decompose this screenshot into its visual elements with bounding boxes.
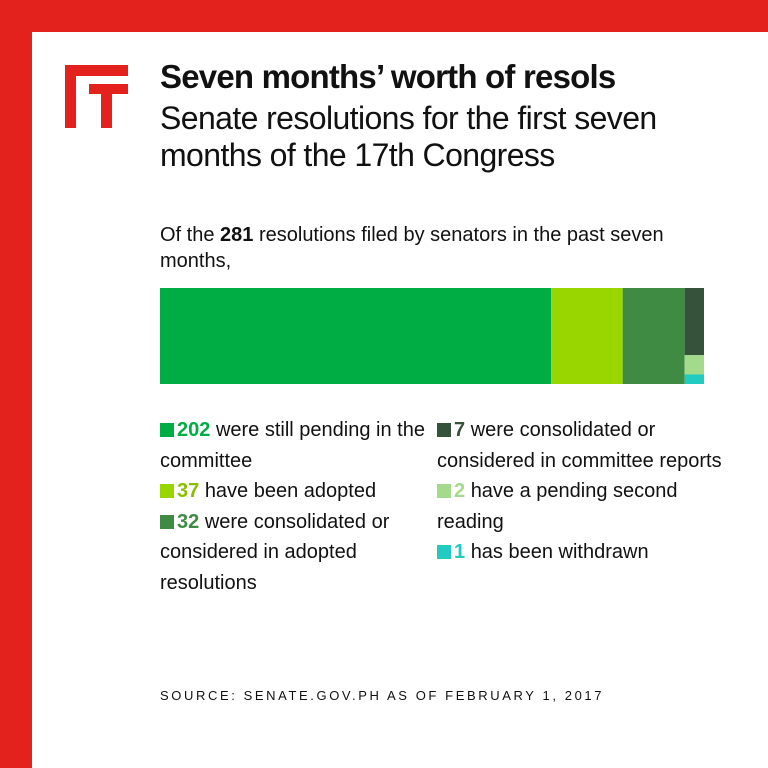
intro-before: Of the: [160, 224, 221, 246]
legend-label: were consolidated or considered in commi…: [437, 419, 722, 472]
legend-item-adopted: 37 have been adopted: [160, 476, 430, 507]
bar-segment-adopted: [551, 288, 623, 384]
legend-swatch: [160, 484, 174, 498]
legend-value: 2: [454, 480, 466, 502]
legend-label: have a pending second reading: [437, 480, 678, 533]
legend-item-pending-second-reading: 2 have a pending second reading: [437, 476, 737, 537]
legend-swatch: [437, 545, 451, 559]
legend-item-consolidated-adopted: 32 were consolidated or considered in ad…: [160, 507, 430, 599]
legend-item-withdrawn: 1 has been withdrawn: [437, 537, 737, 568]
legend-item-consolidated-committee: 7 were consolidated or considered in com…: [437, 415, 737, 476]
legend-value: 7: [454, 419, 466, 441]
legend-label: have been adopted: [204, 480, 377, 502]
bar-segment-consolidated-committee: [684, 288, 704, 356]
legend-value: 202: [177, 419, 211, 441]
legend-label: has been withdrawn: [470, 541, 649, 563]
source-note: SOURCE: SENATE.GOV.PH AS OF FEBRUARY 1, …: [160, 688, 605, 703]
legend-swatch: [437, 484, 451, 498]
legend-left-column: 202 were still pending in the committee …: [160, 415, 430, 598]
legend-swatch: [160, 423, 174, 437]
legend-label: were still pending in the committee: [160, 419, 425, 472]
card-background: [32, 32, 768, 768]
intro-total: 281: [220, 224, 254, 246]
legend-right-column: 7 were consolidated or considered in com…: [437, 415, 737, 568]
legend-value: 1: [454, 541, 466, 563]
legend-item-pending-committee: 202 were still pending in the committee: [160, 415, 430, 476]
legend-swatch: [437, 423, 451, 437]
intro-text: Of the 281 resolutions filed by senators…: [160, 222, 720, 274]
legend-value: 37: [177, 480, 200, 502]
bar-segment-withdrawn: [684, 374, 704, 384]
bar-segment-pending-committee: [160, 288, 552, 384]
bar-segment-pending-second-reading: [684, 355, 704, 375]
legend-swatch: [160, 514, 174, 529]
rappler-logo: [65, 65, 128, 128]
legend-label: were consolidated or considered in adopt…: [160, 510, 390, 594]
legend-value: 32: [177, 510, 200, 533]
intro-after: resolutions filed by senators in the pas…: [160, 224, 664, 272]
stacked-bar-chart: [160, 288, 704, 384]
chart-title: Seven months’ worth of resols: [160, 58, 616, 95]
chart-subtitle: Senate resolutions for the first seven m…: [160, 100, 657, 173]
bar-segment-consolidated-adopted: [622, 288, 685, 384]
